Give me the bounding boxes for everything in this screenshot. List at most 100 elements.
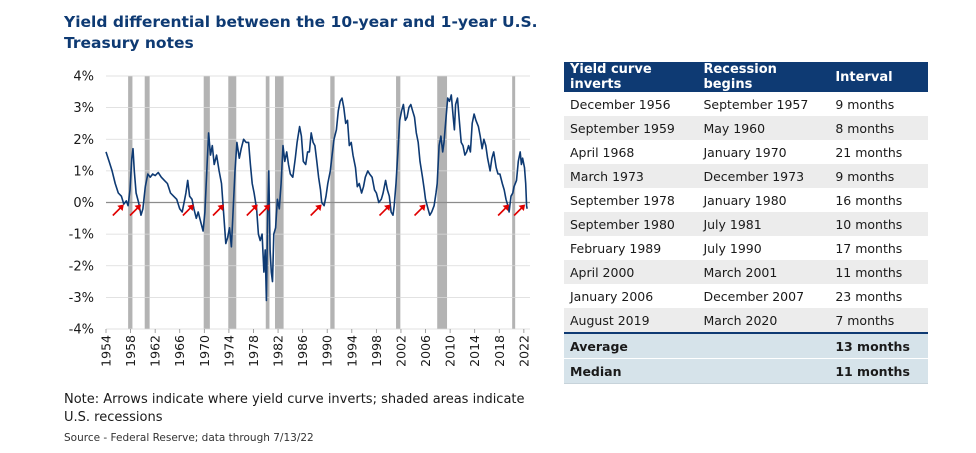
table-row: September 1959 May 1960 8 months — [564, 116, 928, 140]
table-cell: August 2019 — [564, 308, 698, 333]
x-tick-label: 1962 — [148, 335, 163, 367]
x-tick-label: 2006 — [418, 335, 433, 367]
header-cell: Yield curve inverts — [564, 62, 698, 92]
chart-note: Note: Arrows indicate where yield curve … — [64, 392, 525, 425]
table-cell: September 1957 — [697, 92, 830, 116]
table-header: Yield curve inverts Recession begins Int… — [564, 62, 928, 92]
table-row: February 1989 July 1990 17 months — [564, 236, 928, 260]
inversion-arrow — [413, 204, 426, 217]
inversion-arrow — [112, 204, 124, 217]
inversion-arrows — [112, 204, 526, 217]
inversion-arrow — [378, 204, 391, 217]
table-cell: January 1980 — [697, 188, 830, 212]
table-row: January 2006 December 2007 23 months — [564, 284, 928, 308]
table-cell: 21 months — [829, 140, 928, 164]
recession-table: Yield curve inverts Recession begins Int… — [564, 62, 928, 384]
table-row: March 1973 December 1973 9 months — [564, 164, 928, 188]
table-cell: 17 months — [829, 236, 928, 260]
inversion-arrow — [310, 204, 322, 217]
x-tick-label: 1982 — [271, 335, 286, 367]
x-tick-label: 1966 — [172, 335, 187, 367]
table-row: August 2019 March 2020 7 months — [564, 308, 928, 333]
table-cell: 7 months — [829, 308, 928, 333]
summary-cell — [697, 358, 830, 384]
yield-spread-line — [105, 94, 528, 302]
series-lines — [105, 94, 528, 302]
inversion-arrow — [513, 204, 526, 217]
table-row: September 1980 July 1981 10 months — [564, 212, 928, 236]
table-cell: September 1959 — [564, 116, 698, 140]
x-tick-label: 2010 — [443, 335, 458, 367]
x-tick-label: 2014 — [467, 335, 482, 367]
table-cell: May 1960 — [697, 116, 830, 140]
x-tick-label: 2002 — [393, 335, 408, 367]
inversion-arrow — [182, 204, 194, 217]
inversion-arrow — [258, 204, 271, 217]
table-cell: January 1970 — [697, 140, 830, 164]
table-row: April 2000 March 2001 11 months — [564, 260, 928, 284]
chart-title: Yield differential between the 10-year a… — [64, 13, 538, 52]
table-cell: April 1968 — [564, 140, 698, 164]
y-tick-label: -3% — [69, 291, 94, 306]
table-cell: 11 months — [829, 260, 928, 284]
table-cell: March 2001 — [697, 260, 830, 284]
summary-cell — [697, 332, 830, 359]
table-cell: April 2000 — [564, 260, 698, 284]
summary-row: Median 11 months — [564, 358, 928, 384]
x-axis: 1954 1958 1962 1966 1970 1974 1978 1982 1986 1990… — [99, 329, 531, 367]
grid-lines — [106, 75, 530, 330]
table-cell: 9 months — [829, 164, 928, 188]
inversion-arrow — [129, 204, 142, 217]
table-cell: July 1990 — [697, 236, 830, 260]
table-cell: December 1956 — [564, 92, 698, 116]
table-cell: September 1980 — [564, 212, 698, 236]
table-cell: January 2006 — [564, 284, 698, 308]
table-cell: December 1973 — [697, 164, 830, 188]
x-tick-label: 1974 — [221, 335, 236, 367]
y-axis: 4% 3% 2% 1% 0% -1% -2% -3% -4% — [69, 70, 94, 338]
x-tick-label: 2018 — [492, 335, 507, 367]
y-tick-label: 3% — [73, 101, 94, 116]
table-cell: March 1973 — [564, 164, 698, 188]
table-cell: December 2007 — [697, 284, 830, 308]
table-cell: September 1978 — [564, 188, 698, 212]
table-cell: February 1989 — [564, 236, 698, 260]
table-cell: 8 months — [829, 116, 928, 140]
table-cell: 23 months — [829, 284, 928, 308]
x-tick-label: 2022 — [516, 335, 531, 367]
summary-row: Average 13 months — [564, 332, 928, 359]
x-tick-label: 1994 — [344, 335, 359, 367]
y-tick-label: -4% — [69, 323, 94, 338]
inversion-arrow — [246, 204, 258, 217]
summary-cell: Median — [564, 358, 698, 384]
header-cell: Interval — [829, 62, 928, 92]
table-row: April 1968 January 1970 21 months — [564, 140, 928, 164]
x-tick-label: 1986 — [295, 335, 310, 367]
table-cell: 9 months — [829, 92, 928, 116]
yield-chart: 4%3%2%1%0%-1%-2%-3%-4% 1954 1958 1962 1966 1… — [69, 70, 532, 367]
summary-cell: Average — [564, 332, 698, 359]
summary-cell: 13 months — [829, 332, 928, 359]
x-tick-label: 1998 — [369, 335, 384, 367]
y-tick-label: -2% — [69, 259, 94, 274]
x-tick-label: 1990 — [320, 335, 335, 367]
table-cell: 10 months — [829, 212, 928, 236]
x-tick-label: 1978 — [246, 335, 261, 367]
table-row: September 1978 January 1980 16 months — [564, 188, 928, 212]
y-tick-label: 2% — [73, 133, 94, 148]
table-row: December 1956 September 1957 9 months — [564, 92, 928, 116]
x-tick-label: 1954 — [99, 335, 114, 367]
y-tick-label: 4% — [73, 70, 94, 85]
x-tick-label: 1958 — [123, 335, 138, 367]
x-tick-label: 1970 — [197, 335, 212, 367]
inversion-arrow — [497, 204, 510, 217]
header-cell: Recession begins — [697, 62, 830, 92]
table-cell: July 1981 — [697, 212, 830, 236]
table-cell: March 2020 — [697, 308, 830, 333]
y-tick-label: 1% — [73, 164, 94, 179]
source-line: Source - Federal Reserve; data through 7… — [64, 432, 314, 444]
table-cell: 16 months — [829, 188, 928, 212]
y-tick-label: 0% — [73, 196, 94, 211]
summary-cell: 11 months — [829, 358, 928, 384]
y-tick-label: -1% — [69, 228, 94, 243]
